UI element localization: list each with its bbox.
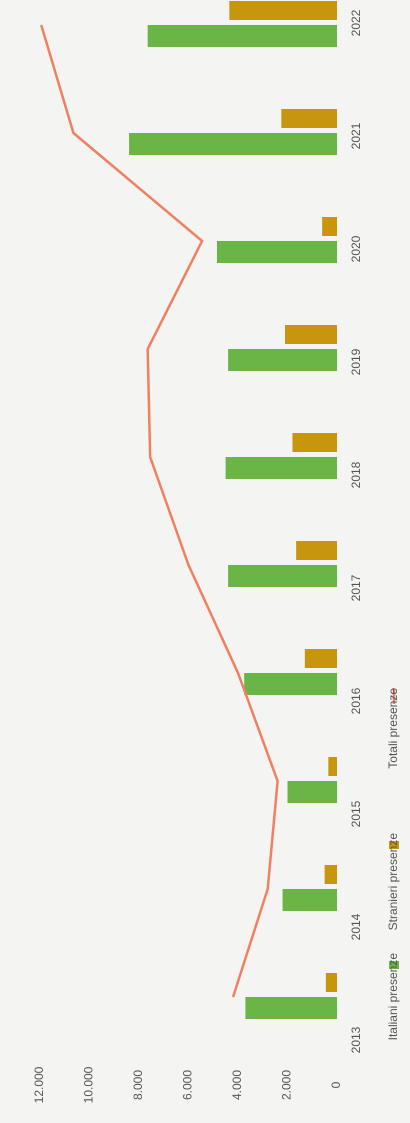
y-tick-label: 0 — [329, 1081, 343, 1088]
bar — [322, 217, 337, 236]
bar — [287, 781, 337, 803]
legend-swatch — [389, 961, 399, 969]
x-tick-label: 2014 — [349, 913, 363, 940]
x-tick-label: 2019 — [349, 348, 363, 375]
line — [40, 24, 279, 998]
bar — [324, 865, 337, 884]
bar — [245, 997, 337, 1019]
x-tick-label: 2015 — [349, 800, 363, 827]
bar — [296, 541, 337, 560]
bar — [285, 325, 337, 344]
bar — [228, 565, 337, 587]
legend-swatch — [389, 841, 399, 849]
bar — [281, 109, 337, 128]
y-tick-label: 12.000 — [32, 1066, 46, 1103]
bar — [304, 649, 337, 668]
legend-label: Italiani presenze — [386, 953, 400, 1041]
bar — [129, 133, 337, 155]
y-tick-label: 10.000 — [82, 1066, 96, 1103]
bar — [244, 673, 337, 695]
x-tick-label: 2021 — [349, 122, 363, 149]
x-tick-label: 2016 — [349, 687, 363, 714]
y-tick-label: 8.000 — [131, 1070, 145, 1100]
bar — [225, 457, 337, 479]
x-tick-label: 2020 — [349, 235, 363, 262]
x-tick-label: 2018 — [349, 461, 363, 488]
legend-label: Totali presenze — [386, 688, 400, 769]
bar — [282, 889, 337, 911]
bar — [228, 349, 337, 371]
bar — [292, 433, 337, 452]
y-tick-label: 6.000 — [181, 1070, 195, 1100]
bar — [325, 973, 337, 992]
x-tick-label: 2013 — [349, 1026, 363, 1053]
bar — [328, 757, 337, 776]
legend-label: Stranieri presenze — [386, 833, 400, 931]
bar — [229, 1, 337, 20]
x-tick-label: 2017 — [349, 574, 363, 601]
bar — [216, 241, 337, 263]
y-tick-label: 2.000 — [280, 1070, 294, 1100]
bar — [147, 25, 337, 47]
y-tick-label: 4.000 — [230, 1070, 244, 1100]
x-tick-label: 2022 — [349, 9, 363, 36]
